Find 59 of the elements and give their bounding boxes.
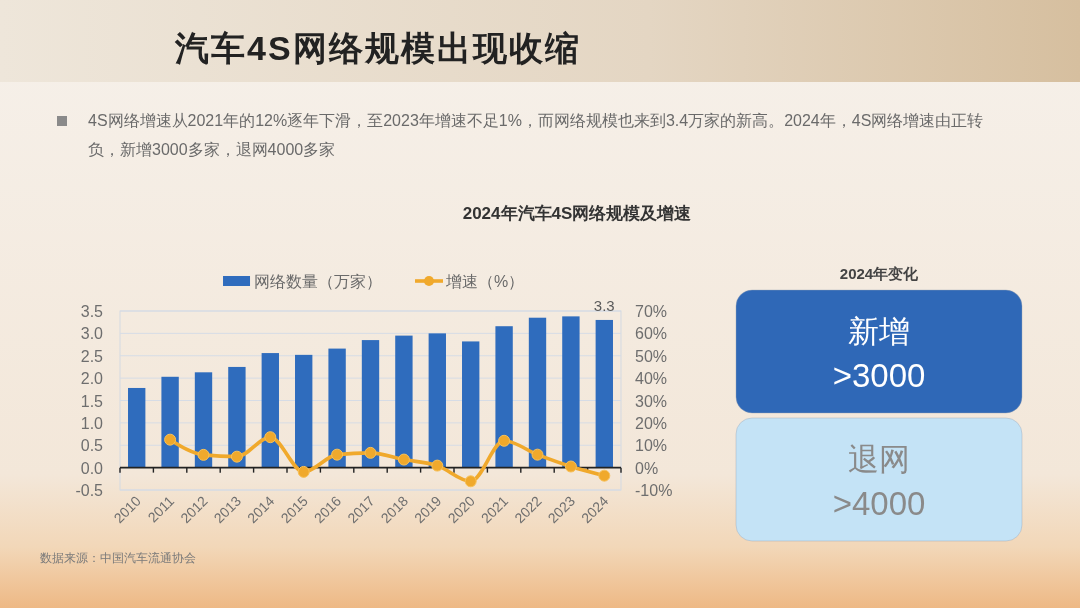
text: >4000 [832, 485, 926, 522]
y2-tick-label: 50% [635, 347, 668, 365]
bar [194, 372, 213, 468]
point [598, 469, 611, 482]
y-tick-label: 0.0 [80, 459, 104, 477]
point [164, 433, 177, 446]
bar [495, 326, 513, 468]
point [364, 446, 377, 459]
point [431, 459, 444, 472]
bar [295, 354, 313, 468]
y-tick-label: 3.5 [80, 303, 104, 320]
data-label: 3.3 [593, 296, 615, 314]
text: 新增 [848, 314, 910, 349]
y-tick-label: 1.5 [80, 392, 104, 410]
point [498, 434, 511, 447]
point [230, 450, 243, 463]
y2-tick-label: -10% [635, 482, 673, 499]
y2-tick-label: 30% [635, 392, 668, 410]
y2-tick-label: 40% [635, 370, 668, 388]
text: 2024年变化 [839, 265, 920, 282]
point [564, 460, 577, 473]
bar [395, 335, 413, 468]
text: 汽车4S网络规模出现收缩 [174, 29, 581, 67]
y2-tick-label: 0% [635, 459, 659, 477]
y2-tick-label: 10% [635, 437, 668, 455]
y-tick-label: 2.5 [80, 347, 104, 365]
point [297, 465, 310, 478]
y-tick-label: 0.5 [80, 437, 104, 455]
y-tick-label: -0.5 [75, 482, 104, 499]
bar [228, 366, 246, 468]
bar [261, 353, 279, 468]
source-note: 数据来源：中国汽车流通协会 [40, 551, 196, 565]
bar [595, 319, 613, 468]
point [264, 431, 277, 444]
point [197, 448, 210, 461]
y-tick-label: 2.0 [80, 370, 104, 388]
bar [328, 348, 346, 468]
bar [528, 317, 547, 468]
bar [462, 341, 480, 468]
y2-tick-label: 60% [635, 325, 668, 343]
y-tick-label: 1.0 [80, 414, 104, 432]
bar [128, 387, 146, 468]
point [397, 453, 410, 466]
legend-label: 网络数量（万家） [254, 273, 383, 290]
y-tick-label: 3.0 [80, 325, 104, 343]
point [464, 475, 477, 488]
point [531, 448, 544, 461]
text: 退网 [848, 442, 910, 477]
bar [161, 376, 179, 468]
bar [562, 316, 580, 468]
text: >3000 [832, 357, 926, 394]
bar [428, 333, 446, 468]
bar [361, 340, 380, 468]
legend-label: 增速（%） [445, 273, 525, 290]
y2-tick-label: 20% [635, 414, 668, 432]
chart-title: 2024年汽车4S网络规模及增速 [462, 204, 692, 223]
y2-tick-label: 70% [635, 303, 668, 320]
text: 4S网络增速从2021年的12%逐年下滑，至2023年增速不足1%，而网络规模也来到3.4万家的新高。2024年，4S网络增速由正转负，新增3000多家，退网4000多家 [88, 112, 984, 158]
point [331, 448, 344, 461]
